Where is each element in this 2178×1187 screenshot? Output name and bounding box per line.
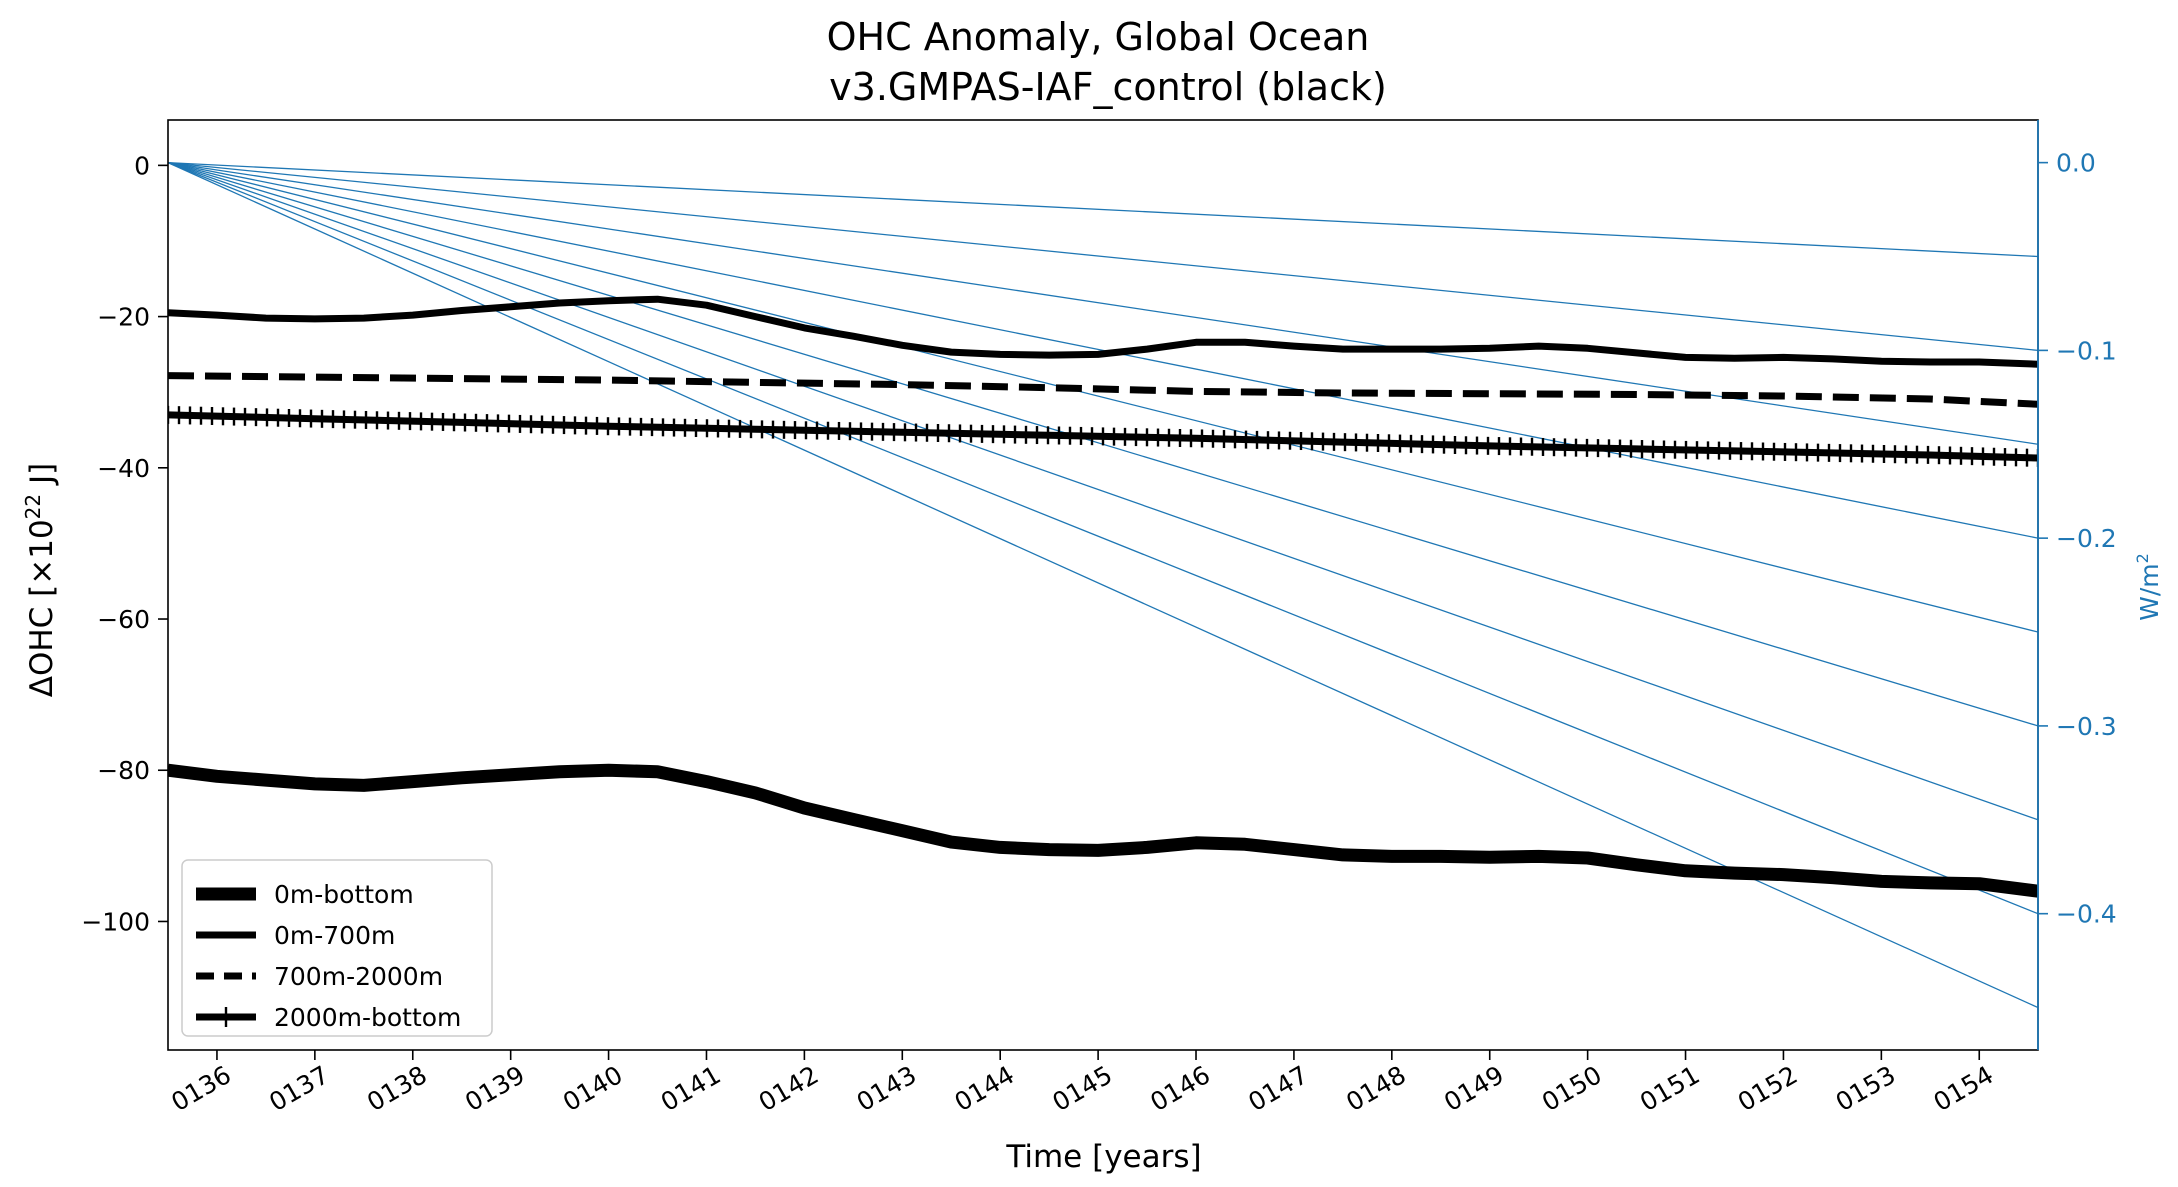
reference-line-6	[168, 162, 2038, 821]
y2-tick-label: −0.3	[2056, 712, 2117, 741]
reference-line-7	[168, 162, 2038, 915]
reference-line-2	[168, 161, 2038, 445]
x-tick-label: 0150	[1537, 1060, 1607, 1117]
y2-tick-label: −0.2	[2056, 524, 2117, 553]
x-tick-label: 0154	[1929, 1060, 1999, 1117]
legend-label-0m-bottom: 0m-bottom	[274, 880, 414, 909]
y-tick-label: −80	[97, 756, 150, 785]
data-series	[168, 295, 2038, 898]
x-tick-label: 0151	[1635, 1060, 1705, 1117]
series-line-700m-2000m	[168, 372, 2038, 408]
y-axis-label-main: ΔOHC [×10	[24, 519, 60, 697]
x-tick-label: 0144	[950, 1060, 1020, 1117]
x-axis-label: Time [years]	[1005, 1139, 1201, 1175]
chart-title-line-2: v3.GMPAS-IAF_control (black)	[829, 65, 1387, 109]
y-axis-left: 0 −20 −40 −60 −80 −100	[81, 151, 168, 936]
x-tick-label: 0139	[460, 1060, 530, 1117]
y2-tick-label: 0.0	[2056, 149, 2096, 178]
x-tick-label: 0147	[1243, 1060, 1313, 1117]
y-tick-label: −40	[97, 454, 150, 483]
y-axis-label: ΔOHC [×1022 J]	[21, 463, 60, 697]
y-tick-label: −20	[97, 303, 150, 332]
y2-tick-label: −0.4	[2056, 900, 2117, 929]
series-line-0m-700m	[168, 295, 2038, 368]
x-axis: 0136 0137 0138 0139 0140 0141 0142 0143 0144 0145…	[166, 1050, 1998, 1117]
x-tick-label: 0138	[362, 1060, 432, 1117]
x-tick-label: 0148	[1341, 1060, 1411, 1117]
x-tick-label: 0141	[656, 1060, 726, 1117]
series-line-0m-bottom	[168, 763, 2038, 898]
x-tick-label: 0149	[1439, 1060, 1509, 1117]
y2-axis-label-main: W/m	[2135, 563, 2164, 621]
y2-tick-label: −0.1	[2056, 336, 2117, 365]
legend-label-0m-700m: 0m-700m	[274, 921, 395, 950]
x-tick-label: 0152	[1733, 1060, 1803, 1117]
legend-box	[181, 859, 493, 1037]
x-tick-label: 0142	[754, 1060, 824, 1117]
y2-axis-label: W/m2	[2133, 553, 2164, 621]
y-axis-right: 0.0 −0.1 −0.2 −0.3 −0.4	[2037, 120, 2117, 1050]
reference-line-0	[168, 161, 2038, 258]
legend: 0m-bottom 0m-700m 700m-2000m 2000m-bottom	[181, 859, 493, 1037]
chart-title: OHC Anomaly, Global Ocean v3.GMPAS-IAF_c…	[827, 15, 1387, 109]
x-tick-label: 0143	[852, 1060, 922, 1117]
x-tick-label: 0146	[1145, 1060, 1215, 1117]
y-axis-label-exponent: 22	[21, 494, 45, 519]
x-tick-label: 0136	[166, 1060, 236, 1117]
x-tick-label: 0145	[1048, 1060, 1118, 1117]
legend-label-700m-2000m: 700m-2000m	[274, 962, 443, 991]
legend-label-2000m-bottom: 2000m-bottom	[274, 1003, 461, 1032]
chart-title-line-1: OHC Anomaly, Global Ocean	[827, 15, 1370, 59]
y-axis-label-unit: J]	[24, 463, 60, 494]
y-tick-label: −60	[97, 605, 150, 634]
y-tick-label: 0	[134, 151, 150, 180]
reference-line-4	[168, 161, 2038, 633]
x-tick-label: 0137	[264, 1060, 334, 1117]
x-tick-label: 0153	[1831, 1060, 1901, 1117]
x-tick-label: 0140	[558, 1060, 628, 1117]
y2-axis-label-exponent: 2	[2133, 553, 2152, 563]
y-tick-label: −100	[81, 907, 150, 936]
reference-line-1	[168, 161, 2038, 352]
